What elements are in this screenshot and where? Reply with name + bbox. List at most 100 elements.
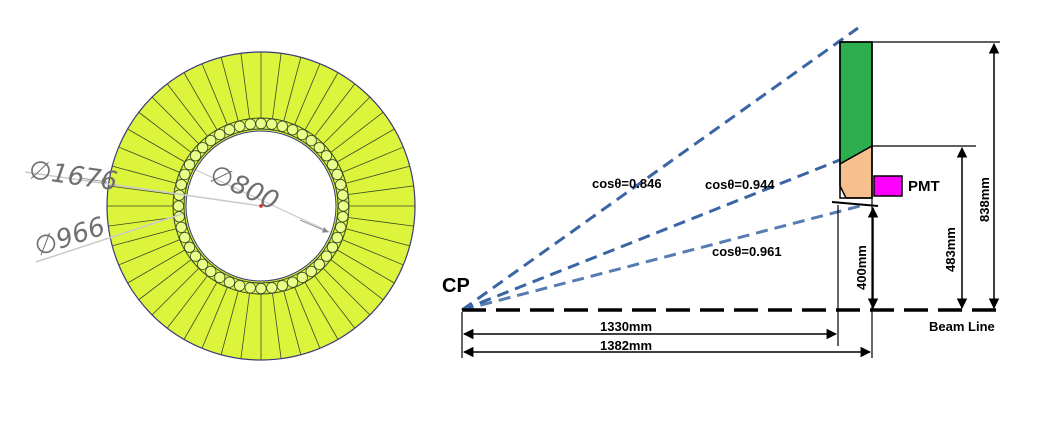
sector-divider bbox=[112, 228, 177, 247]
radiator-green bbox=[839, 41, 873, 166]
pmt-circle bbox=[335, 221, 347, 233]
dim-label-1382: 1382mm bbox=[600, 338, 652, 353]
pmt-circle bbox=[172, 200, 185, 212]
cp-label: CP bbox=[442, 275, 470, 297]
pmt-circle bbox=[337, 200, 350, 212]
dim-label-838: 838mm bbox=[977, 177, 992, 222]
disk-front-view: ∅1676 ∅966 ∅800 bbox=[24, 51, 416, 361]
center-mark bbox=[259, 204, 263, 208]
sector-divider bbox=[166, 275, 208, 329]
sector-divider bbox=[348, 185, 414, 195]
sector-divider bbox=[294, 63, 321, 125]
sector-divider bbox=[138, 111, 192, 153]
pmt-circle bbox=[337, 211, 349, 223]
pmt-circle bbox=[335, 179, 347, 191]
sector-divider bbox=[151, 267, 200, 316]
sector-divider bbox=[294, 287, 321, 349]
sector-divider bbox=[304, 282, 339, 340]
sector-divider bbox=[118, 146, 180, 173]
pmt-circle bbox=[179, 168, 191, 181]
ray-cos-0846 bbox=[461, 26, 859, 312]
sector-divider bbox=[220, 57, 239, 122]
sector-divider bbox=[138, 259, 192, 301]
sector-divider bbox=[337, 249, 395, 284]
sector-divider bbox=[112, 165, 177, 184]
dim-966-leader bbox=[35, 213, 183, 263]
sector-divider bbox=[272, 293, 282, 359]
sector-divider bbox=[345, 228, 410, 247]
sector-divider bbox=[342, 146, 404, 173]
pmt-circle bbox=[286, 276, 299, 288]
pmt-circle bbox=[255, 117, 267, 130]
pmt-circle bbox=[244, 282, 256, 294]
pmt-circle bbox=[189, 150, 202, 162]
pmt-circle bbox=[183, 241, 196, 253]
sector-divider bbox=[345, 165, 410, 184]
ray-cos-0944 bbox=[461, 146, 871, 312]
pmt-circle bbox=[266, 118, 278, 130]
ray-cos-0961 bbox=[461, 204, 861, 312]
pmt-circle bbox=[223, 124, 236, 136]
sector-divider bbox=[314, 83, 356, 137]
sector-divider bbox=[322, 267, 371, 316]
pmt-circle bbox=[205, 265, 217, 278]
pmt-circle bbox=[234, 120, 246, 132]
dim-1676-leader bbox=[24, 171, 262, 207]
dim-label-400: 400mm bbox=[854, 245, 869, 290]
pmt-circle bbox=[223, 276, 236, 288]
dim-label-1330: 1330mm bbox=[600, 319, 652, 334]
beam-line-label: Beam Line bbox=[929, 319, 995, 334]
pmt-circle bbox=[266, 282, 278, 294]
sector-divider bbox=[166, 83, 208, 137]
pmt-circle bbox=[296, 128, 308, 141]
pmt-circle bbox=[313, 258, 325, 270]
window-line bbox=[831, 201, 879, 207]
label-diameter-1676: ∅1676 bbox=[27, 155, 119, 197]
pmt-circle bbox=[276, 120, 288, 132]
cos-label-0961: cosθ=0.961 bbox=[712, 244, 782, 259]
side-view-schematic: PMT CP cosθ=0.846 cosθ=0.944 cosθ=0.961 … bbox=[442, 26, 1002, 358]
pmt-circle bbox=[326, 159, 339, 171]
pmt-box bbox=[873, 175, 903, 197]
sector-divider bbox=[127, 249, 185, 284]
pmt-circle bbox=[214, 271, 226, 284]
sector-divider bbox=[220, 290, 239, 355]
dim-800-arrow bbox=[299, 219, 329, 233]
pmt-circle bbox=[296, 271, 308, 284]
pmt-circle bbox=[313, 142, 325, 154]
pmt-circle bbox=[305, 134, 317, 147]
pmt-circle bbox=[326, 241, 339, 253]
pmt-circle bbox=[286, 124, 299, 136]
sector-divider bbox=[330, 259, 384, 301]
sector-divider bbox=[272, 53, 282, 119]
pmt-circle bbox=[305, 265, 317, 278]
sector-divider bbox=[201, 287, 228, 349]
sector-divider bbox=[127, 128, 185, 163]
pmt-label: PMT bbox=[908, 178, 940, 195]
sector-divider bbox=[240, 53, 250, 119]
pmt-circle bbox=[197, 258, 209, 270]
sector-lines bbox=[107, 52, 415, 360]
pmt-circle bbox=[189, 250, 202, 262]
sector-divider bbox=[151, 96, 200, 145]
sector-divider bbox=[240, 293, 250, 359]
pmt-circle bbox=[331, 168, 343, 181]
pmt-circle bbox=[175, 179, 187, 191]
sector-divider bbox=[337, 128, 395, 163]
dim-800-leader bbox=[195, 169, 331, 233]
sector-divider bbox=[183, 72, 218, 130]
sector-divider bbox=[314, 275, 356, 329]
dim-1676-arrow bbox=[79, 177, 108, 185]
pmt-circle bbox=[320, 150, 333, 162]
sector-divider bbox=[118, 239, 180, 266]
pmt-circle bbox=[255, 282, 267, 295]
pmt-circle bbox=[244, 118, 256, 130]
sector-divider bbox=[330, 111, 384, 153]
pmt-circle bbox=[337, 189, 349, 201]
sector-divider bbox=[201, 63, 228, 125]
pmt-ring-inner-line bbox=[183, 128, 339, 284]
cos-label-0944: cosθ=0.944 bbox=[705, 177, 775, 192]
pmt-circle bbox=[183, 159, 196, 171]
label-diameter-966: ∅966 bbox=[31, 212, 109, 263]
